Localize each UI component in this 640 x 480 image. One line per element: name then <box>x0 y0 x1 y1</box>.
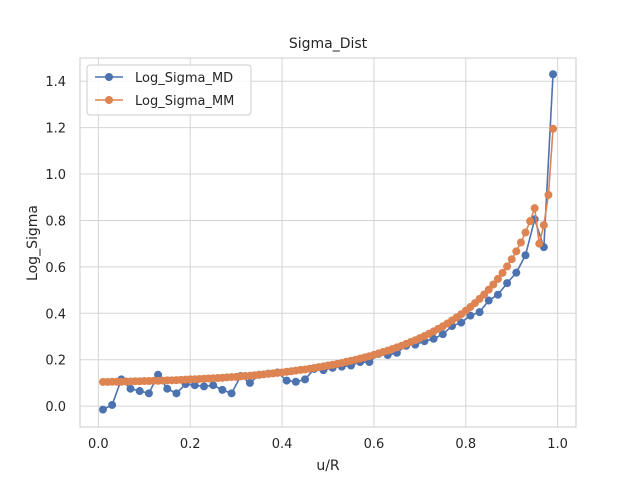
data-point <box>190 381 199 390</box>
data-point <box>512 247 521 256</box>
grid <box>80 58 576 427</box>
x-tick-label: 1.0 <box>547 437 568 452</box>
x-tick-label: 0.8 <box>455 437 476 452</box>
x-tick-label: 0.4 <box>272 437 293 452</box>
y-tick-label: 1.4 <box>45 75 66 90</box>
series-layer <box>98 70 558 414</box>
y-tick-label: 0.6 <box>45 261 66 276</box>
data-point <box>516 238 525 247</box>
legend: Log_Sigma_MD Log_Sigma_MM <box>86 64 252 116</box>
x-tick-label: 0.6 <box>364 437 385 452</box>
legend-label-mm: Log_Sigma_MM <box>135 94 234 109</box>
data-point <box>291 377 300 386</box>
data-point <box>429 334 438 343</box>
legend-swatch-marker-mm <box>105 96 113 104</box>
data-point <box>539 221 548 230</box>
data-point <box>144 389 153 398</box>
data-point <box>282 376 291 385</box>
y-tick-label: 1.0 <box>45 168 66 183</box>
data-point <box>245 378 254 387</box>
y-tick-label: 0.4 <box>45 307 66 322</box>
data-point <box>484 285 493 294</box>
data-point <box>535 239 544 248</box>
data-point <box>227 389 236 398</box>
data-point <box>521 251 530 260</box>
data-point <box>530 204 539 213</box>
data-point <box>108 400 117 409</box>
data-point <box>484 296 493 305</box>
data-point <box>209 381 218 390</box>
data-point <box>489 280 498 289</box>
x-axis-label: u/R <box>316 458 340 474</box>
data-point <box>521 228 530 237</box>
series-mm <box>98 124 558 386</box>
data-point <box>163 384 172 393</box>
y-tick-label: 0.8 <box>45 214 66 229</box>
data-point <box>301 375 310 384</box>
data-point <box>493 274 502 283</box>
chart-title: Sigma_Dist <box>289 36 368 52</box>
y-tick-label: 1.2 <box>45 122 66 137</box>
y-tick-label: 0.0 <box>45 400 66 415</box>
data-point <box>438 330 447 339</box>
data-point <box>135 387 144 396</box>
tick-labels: 0.0 0.2 0.4 0.6 0.8 1.0 0.0 0.2 0.4 0.6 0.8 1.0 1.2 1… <box>45 75 568 452</box>
y-tick-label: 0.2 <box>45 354 66 369</box>
data-point <box>549 70 558 79</box>
legend-swatch-marker-md <box>105 73 113 81</box>
data-point <box>507 255 516 264</box>
data-point <box>218 385 227 394</box>
data-point <box>503 262 512 271</box>
data-point <box>200 382 208 391</box>
data-point <box>172 389 181 398</box>
data-point <box>526 217 535 226</box>
data-point <box>549 124 558 133</box>
y-axis-label: Log_Sigma <box>25 205 41 281</box>
x-tick-label: 0.2 <box>180 437 201 452</box>
data-point <box>154 370 163 379</box>
data-point <box>98 405 107 414</box>
data-point <box>503 279 512 288</box>
data-point <box>475 308 484 317</box>
x-tick-label: 0.0 <box>88 437 109 452</box>
legend-label-md: Log_Sigma_MD <box>135 71 233 86</box>
data-point <box>498 268 507 277</box>
data-point <box>544 190 553 199</box>
data-point <box>126 384 135 393</box>
plot-frame <box>79 57 577 428</box>
legend-box <box>86 64 252 116</box>
data-point <box>493 290 502 299</box>
data-point <box>512 268 521 277</box>
data-point <box>457 318 466 327</box>
